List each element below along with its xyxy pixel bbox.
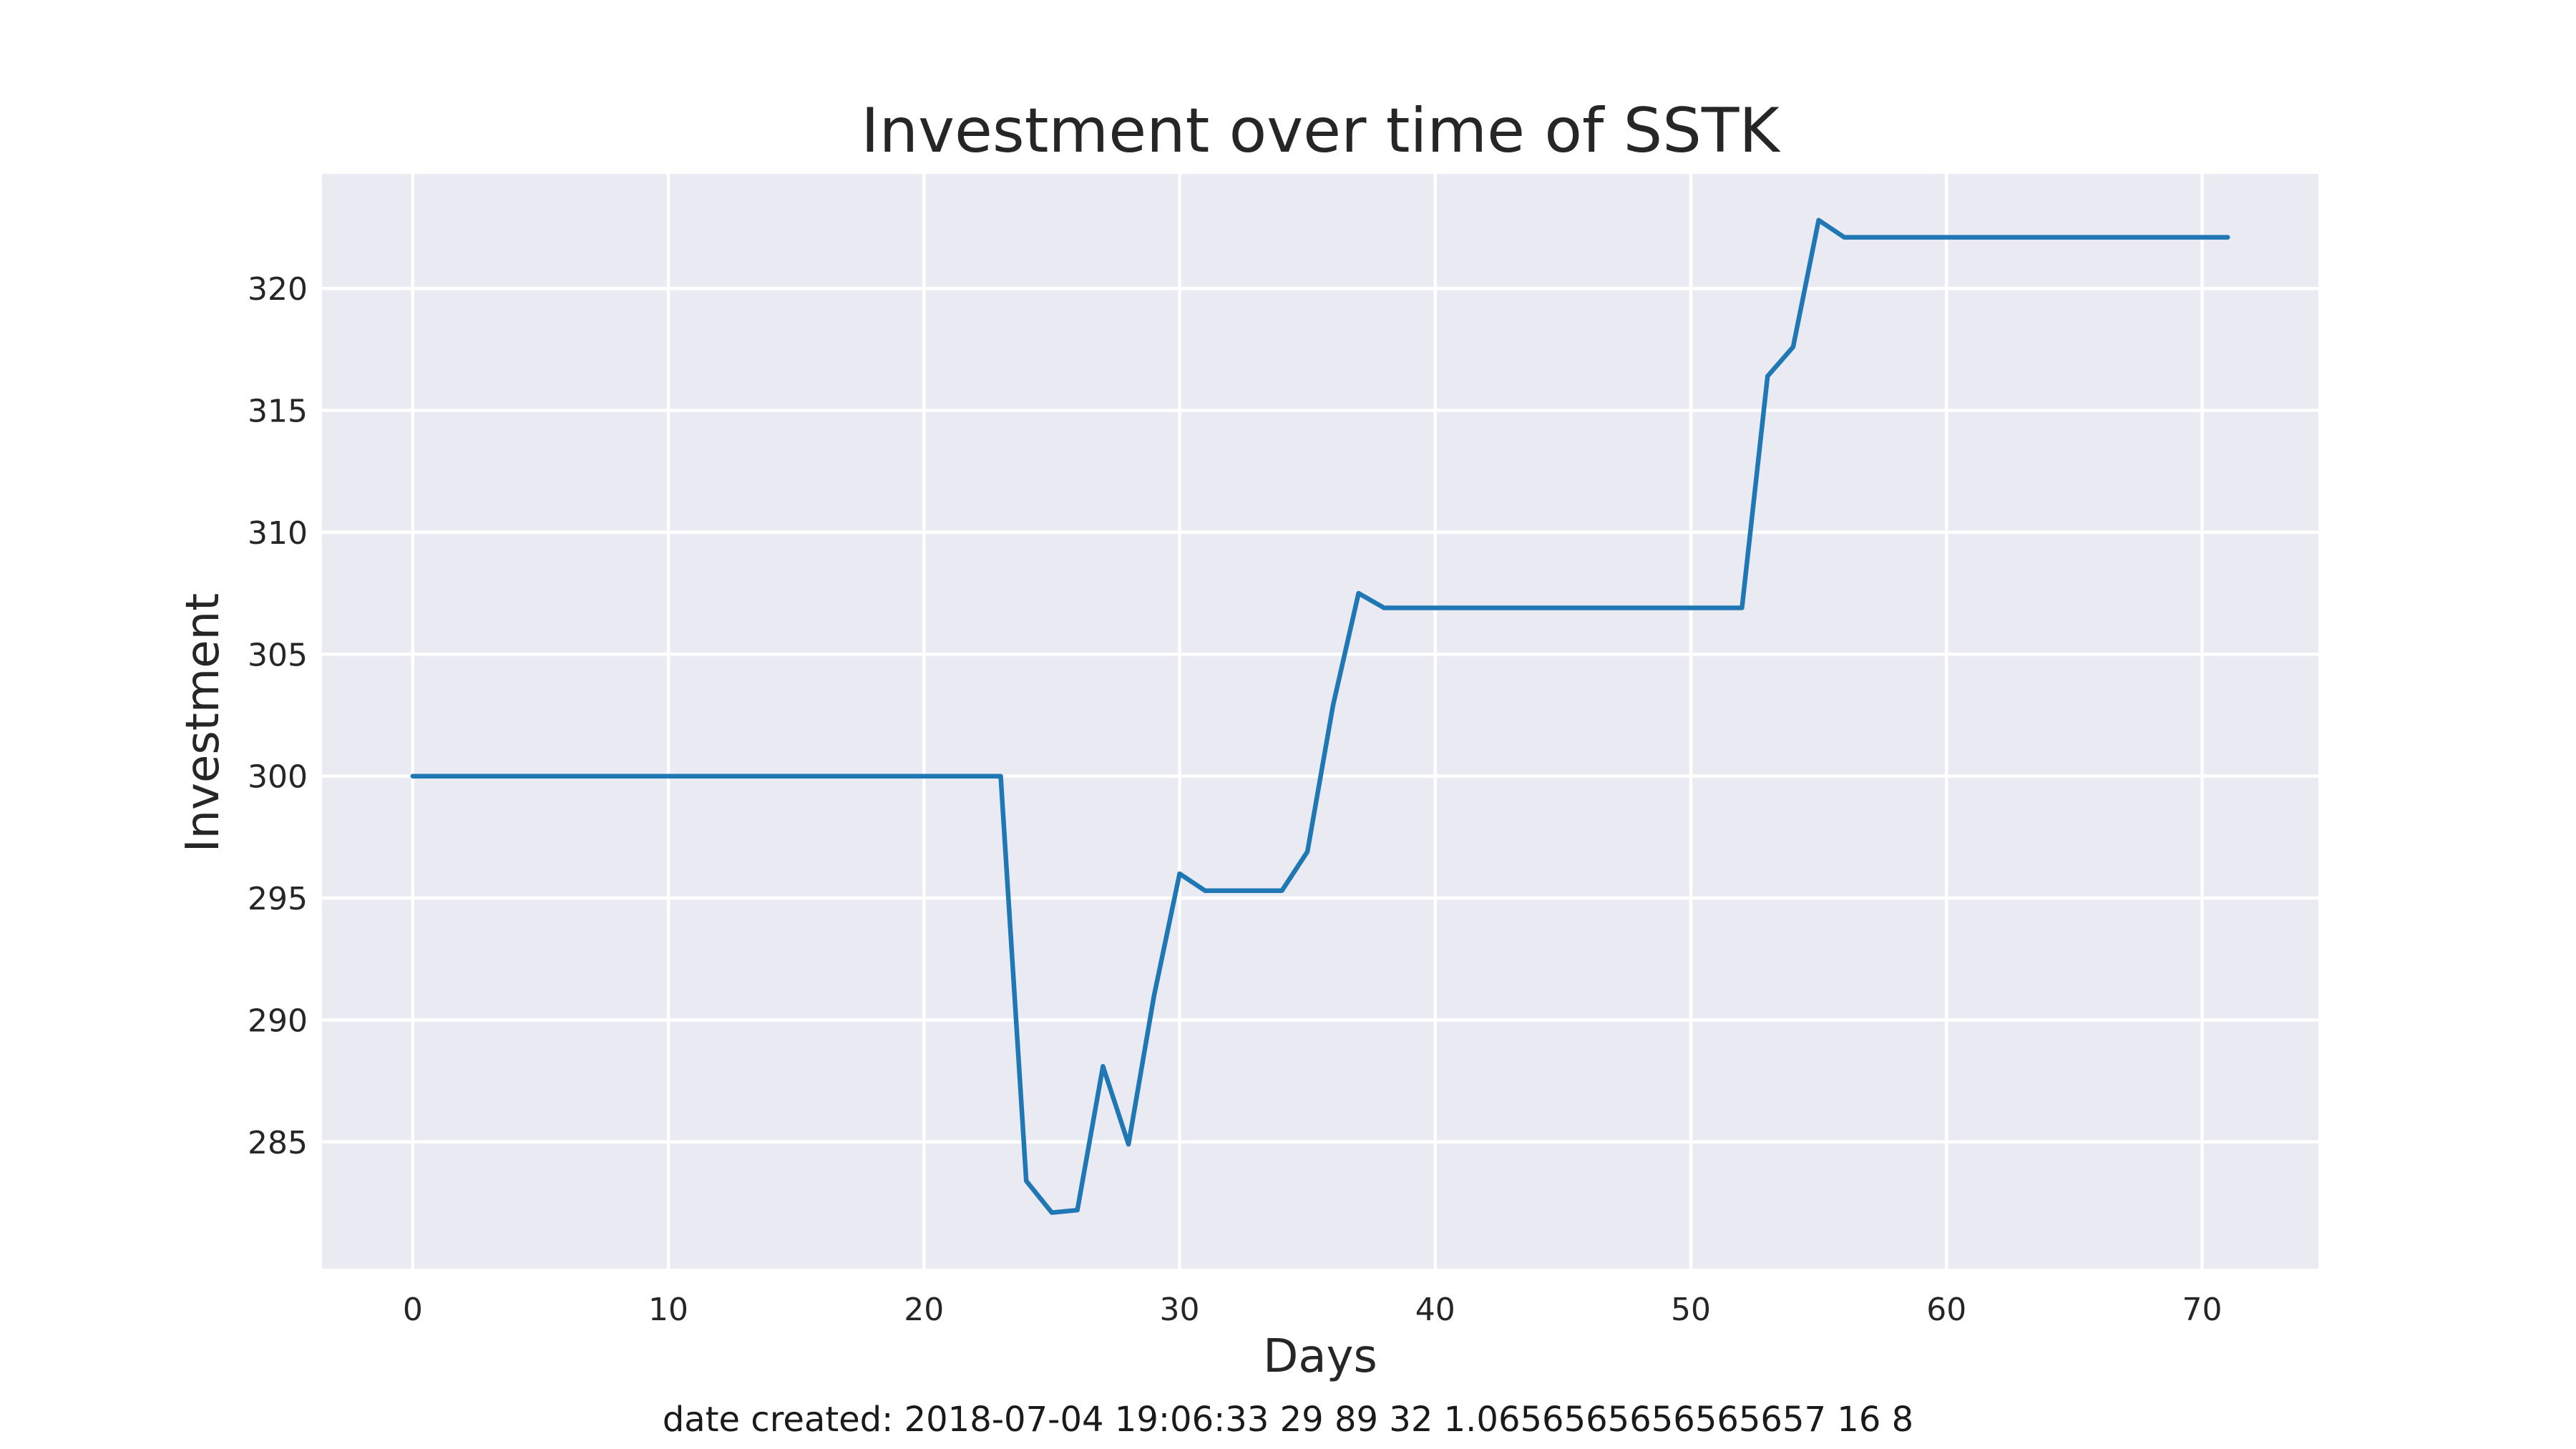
y-tick-label: 290 xyxy=(248,1002,308,1039)
x-axis-title: Days xyxy=(1263,1330,1377,1383)
x-tick-label: 70 xyxy=(2182,1292,2222,1328)
x-tick-label: 30 xyxy=(1160,1292,1200,1328)
y-tick-label: 305 xyxy=(248,637,308,673)
plot-area-background xyxy=(322,174,2318,1269)
x-tick-label: 60 xyxy=(1926,1292,1966,1328)
data-layer xyxy=(410,218,2230,1215)
x-tick-label: 50 xyxy=(1671,1292,1711,1328)
x-tick-label: 40 xyxy=(1415,1292,1455,1328)
footer-note: date created: 2018-07-04 19:06:33 29 89 … xyxy=(663,1400,1913,1440)
y-tick-label: 310 xyxy=(248,515,308,552)
x-tick-label: 0 xyxy=(403,1292,423,1328)
y-tick-label: 295 xyxy=(248,881,308,917)
y-tick-label: 320 xyxy=(248,271,308,308)
y-tick-label: 315 xyxy=(248,394,308,430)
chart-title: Investment over time of SSTK xyxy=(861,95,1781,167)
x-tick-label: 20 xyxy=(904,1292,944,1328)
series-line xyxy=(410,218,2230,1215)
x-tick-label: 10 xyxy=(648,1292,688,1328)
y-tick-label: 300 xyxy=(248,759,308,796)
y-tick-label: 285 xyxy=(248,1125,308,1161)
y-axis-title: Investment xyxy=(177,593,230,853)
tick-labels: 0 10 20 30 40 50 60 70 285 290 295 300 305 310 315 320 xyxy=(248,271,2222,1328)
